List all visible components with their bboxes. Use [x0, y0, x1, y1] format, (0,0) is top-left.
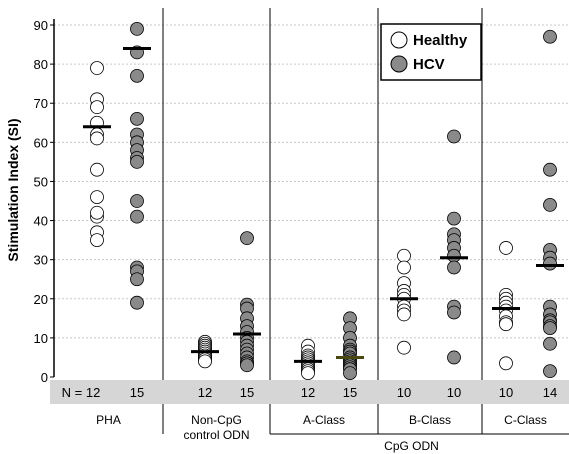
data-point-healthy [90, 190, 104, 204]
y-tick-label: 90 [34, 18, 48, 33]
series-b-class-hcv [447, 129, 461, 365]
y-tick-label: 10 [34, 331, 48, 346]
data-point-healthy [499, 241, 513, 255]
n-count: 10 [499, 385, 513, 400]
data-point-hcv [130, 209, 144, 224]
y-tick-label: 80 [34, 57, 48, 72]
data-point-hcv [543, 198, 557, 212]
y-tick-label: 30 [34, 253, 48, 268]
y-axis-label: Stimulation Index (SI) [5, 118, 21, 261]
data-point-hcv [130, 194, 144, 208]
n-count: 10 [447, 385, 461, 400]
series-a-class-healthy [301, 338, 315, 380]
data-point-hcv [543, 29, 557, 44]
legend-marker-healthy [390, 31, 408, 49]
series-c-class-healthy [499, 241, 513, 371]
data-point-hcv [343, 366, 357, 380]
data-point-healthy [499, 356, 513, 371]
data-point-healthy [90, 61, 104, 75]
data-point-hcv [130, 111, 144, 126]
n-count: 15 [130, 385, 144, 400]
data-point-hcv [240, 231, 254, 246]
series-a-class-hcv [343, 311, 357, 380]
sample-size-row: N = 12 15 12 15 12 15 10 10 10 14 [62, 385, 558, 400]
data-point-hcv [447, 350, 461, 365]
data-point-healthy [301, 366, 315, 380]
y-tick-label: 20 [34, 292, 48, 307]
group-label: A-Class [303, 413, 345, 427]
n-count: 15 [240, 385, 254, 400]
y-tick-label: 60 [34, 135, 48, 150]
data-point-healthy [90, 100, 104, 115]
n-row-band [50, 380, 569, 404]
series-pha-hcv [130, 22, 144, 310]
group-label: PHA [96, 413, 121, 427]
data-point-healthy [90, 131, 104, 146]
series-pha-healthy [90, 61, 104, 248]
group-label: C-Class [504, 413, 547, 427]
legend: Healthy HCV [380, 23, 482, 81]
legend-label-healthy: Healthy [413, 32, 468, 49]
y-tick-label: 70 [34, 96, 48, 111]
median-markers [83, 46, 564, 363]
data-point-healthy [397, 307, 411, 322]
y-tick-label: 50 [34, 174, 48, 189]
data-point-hcv [130, 154, 144, 169]
data-point-hcv [447, 129, 461, 144]
data-point-healthy [90, 205, 104, 220]
data-point-hcv [543, 321, 557, 336]
data-point-healthy [397, 260, 411, 275]
group-label: control ODN [183, 428, 249, 442]
legend-label-hcv: HCV [413, 56, 445, 73]
data-point-hcv [130, 272, 144, 287]
series-b-class-healthy [397, 248, 411, 355]
data-point-hcv [447, 248, 461, 263]
y-tick-label: 40 [34, 214, 48, 229]
data-point-healthy [90, 233, 104, 248]
data-point-hcv [447, 211, 461, 226]
data-point-hcv [130, 295, 144, 310]
n-count: 15 [343, 385, 357, 400]
data-point-hcv [543, 336, 557, 351]
group-label: B-Class [409, 413, 451, 427]
n-count: 12 [301, 385, 315, 400]
data-point-healthy [90, 162, 104, 177]
data-point-hcv [543, 162, 557, 177]
n-count: 12 [198, 385, 212, 400]
data-point-healthy [397, 340, 411, 355]
group-separators [162, 8, 483, 434]
legend-marker-hcv [390, 55, 408, 73]
data-point-hcv [130, 22, 144, 36]
data-point-hcv [130, 68, 144, 83]
data-point-hcv [447, 260, 461, 275]
series-c-class-hcv [543, 29, 557, 379]
data-point-healthy [499, 317, 513, 332]
data-point-healthy [397, 248, 411, 263]
n-count: N = 12 [62, 385, 101, 400]
data-point-hcv [447, 305, 461, 320]
data-point-hcv [543, 256, 557, 271]
data-point-hcv [543, 364, 557, 379]
data-point-healthy [198, 354, 212, 369]
data-point-hcv [240, 358, 254, 373]
series-non-cpg-control-odn-hcv [240, 231, 254, 373]
y-axis: 0 10 20 30 40 50 60 70 80 90 [34, 18, 55, 385]
y-tick-label: 0 [41, 370, 48, 385]
n-count: 14 [543, 385, 557, 400]
super-group-label: CpG ODN [384, 439, 439, 453]
n-count: 10 [397, 385, 411, 400]
group-label: Non-CpG [191, 413, 242, 427]
